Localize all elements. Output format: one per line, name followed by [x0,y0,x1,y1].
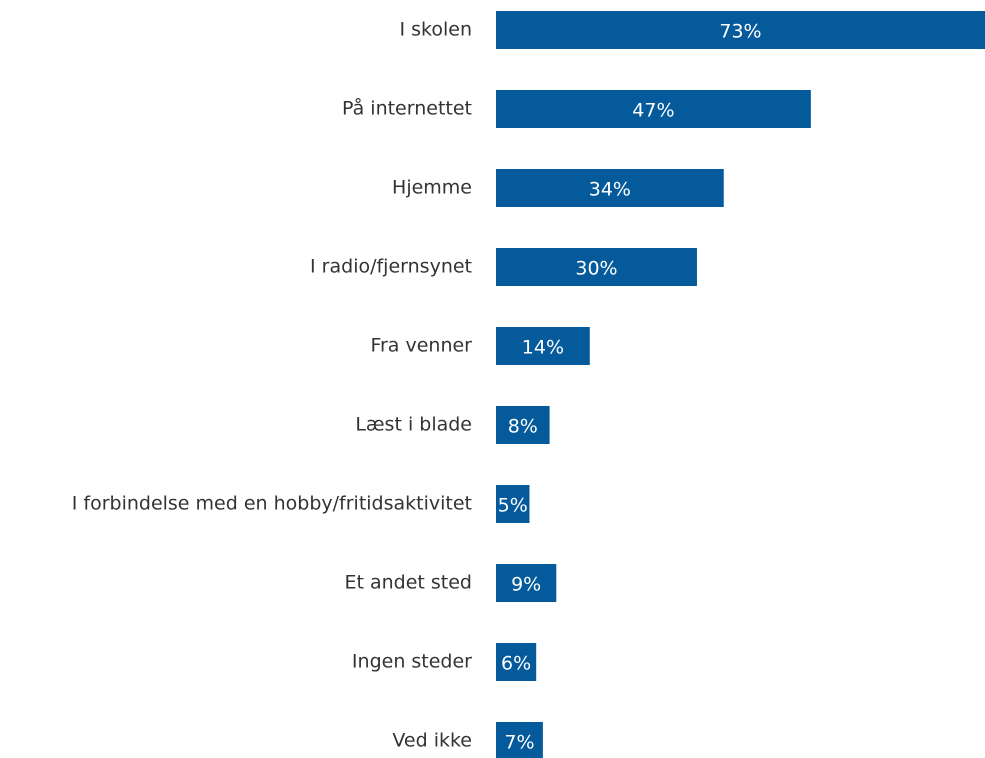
category-label: Ved ikke [392,730,472,752]
value-label: 34% [589,179,631,201]
category-label: På internettet [342,97,472,120]
category-label: Hjemme [392,177,472,199]
bar [496,564,557,602]
bar [496,722,543,758]
value-label: 47% [632,100,674,122]
value-label: 73% [719,21,761,43]
value-label: 8% [508,416,538,438]
bar [496,643,537,681]
bar [496,248,697,286]
value-label: 9% [511,574,541,596]
bar [496,485,530,523]
bar [496,11,985,49]
category-label: Læst i blade [355,414,472,436]
category-label: Ingen steder [352,651,472,673]
category-label: I forbindelse med en hobby/fritidsaktivi… [72,493,472,515]
category-label: Et andet sted [344,572,472,594]
bar [496,406,550,444]
value-label: 6% [501,653,531,675]
category-label: I radio/fjernsynet [310,256,472,278]
value-label: 5% [498,495,528,517]
value-label: 7% [504,732,534,754]
value-label: 30% [575,258,617,280]
bar [496,90,811,128]
category-label: I skolen [399,19,472,41]
value-label: 14% [522,337,564,359]
bar [496,169,724,207]
bar [496,327,590,365]
category-label: Fra venner [370,335,472,357]
